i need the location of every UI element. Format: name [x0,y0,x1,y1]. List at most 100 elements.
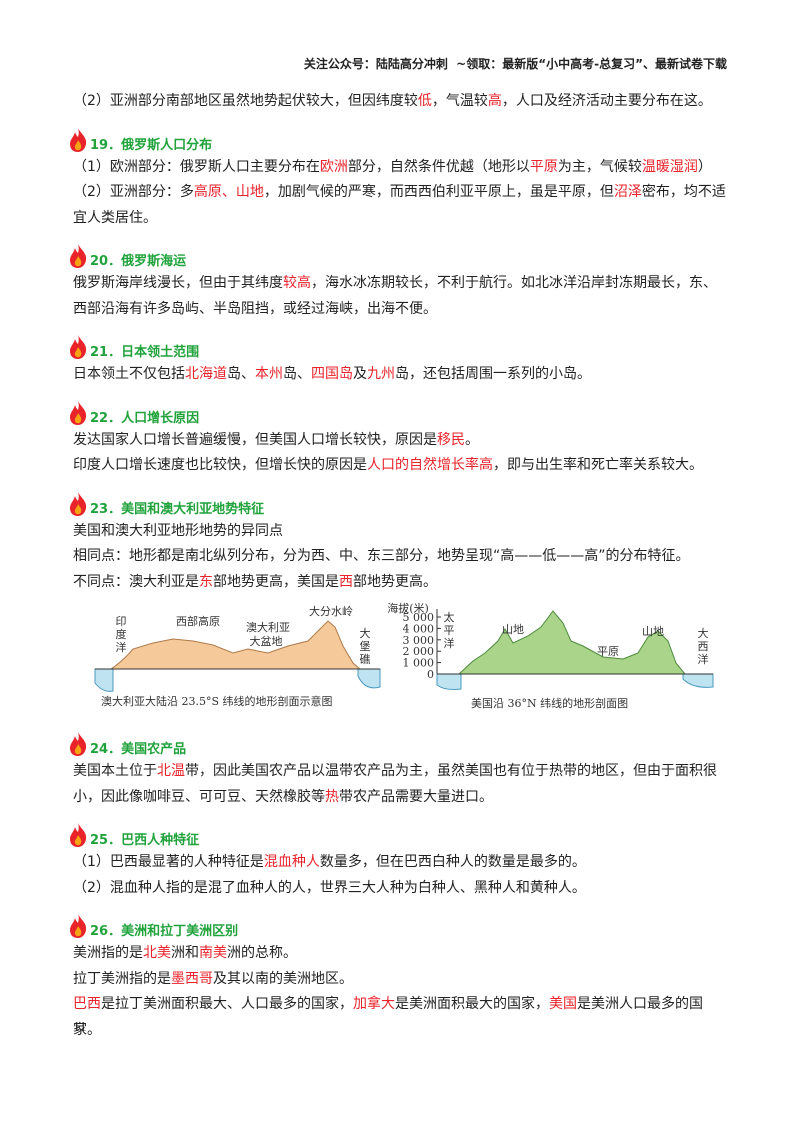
flame-icon [70,335,87,359]
text-run: 人口的自然增长率高 [367,457,493,473]
text-run: 北美 [143,945,171,961]
text-run: 及 [353,366,367,382]
axis-label: 海拔(米) [387,601,429,615]
tick-label: 0 [427,668,434,681]
text-run: 北海道 [185,366,227,382]
text-run: 日本领土不仅包括 [73,366,185,382]
text-run: 岛，还包括周围一系列的小岛。 [395,366,591,382]
flame-icon [70,244,87,268]
text-run: 发达国家人口增长普遍缓慢，但美国人口增长较快，原因是 [73,431,437,448]
tick-label: 2 000 [403,645,435,658]
figure-label: 大盆地 [250,634,283,648]
figure-caption: 美国沿 36°N 纬线的地形剖面图 [471,696,628,710]
flame-icon [70,823,87,847]
flame-icon [70,491,87,516]
text-run: ，加剧气候的严寒，而西西伯利亚平原上，虽是平原，但 [263,184,614,200]
text-run: 热 [325,788,339,805]
text-run: ） [697,158,712,175]
text-run: （2）混血种人指的是混了血种人的人，世界三大人种为白种人、黑种人和黄种人。 [73,879,586,896]
text-run: 北温 [157,763,185,779]
text-run: （2）亚洲部分南部地区虽然地势起伏较大，但因纬度较 [73,93,418,109]
text-run: 密布，均不适宜人类居住。 [73,184,726,226]
figure-label: 平原 [597,645,619,658]
text-run: ，海水冰冻期较长，不利于航行。如北冰洋沿岸封冻期最长，东、西部沿海有许多岛屿、半… [73,275,717,317]
paragraph: 拉丁美洲指的是墨西哥及其以南的美洲地区。 [73,967,729,993]
text-run: 混血种人 [263,854,320,870]
text-run: 沼泽 [613,184,642,200]
content: （2）亚洲部分南部地区虽然地势起伏较大，但因纬度较低，气温较高，人口及经济活动主… [70,89,729,1043]
text-run: 美国和澳大利亚地形地势的异同点 [73,522,283,539]
figure-label: 大西洋 [698,626,709,666]
text-run: 较高 [283,275,311,291]
section-heading: 26．美洲和拉丁美洲区别 [67,911,729,939]
text-run: 及其以南的美洲地区。 [213,970,353,987]
text-run: 部分，自然条件优越（地形以 [347,158,530,175]
text-run: 墨西哥 [171,970,213,987]
text-run: 巴西 [73,996,101,1012]
paragraph: 不同点：澳大利亚是东部地势更高，美国是西部地势更高。 [73,570,729,596]
text-run: ，气温较 [431,93,488,109]
text-run: 四国岛 [311,366,353,382]
text-run: 相同点：地形都是南北纵列分布，分为西、中、东三部分，地势呈现“高——低——高”的… [73,548,690,564]
text-run: 美国 [549,996,577,1012]
figure-label: 西部高原 [176,614,220,628]
text-run: 高原、山地 [193,184,264,200]
figure-caption: 澳大利亚大陆沿 23.5°S 纬线的地形剖面示意图 [101,694,333,708]
tick-label: 4 000 [403,622,435,635]
paragraph: （1）巴西最显著的人种特征是混血种人数量多，但在巴西白种人的数量是最多的。 [73,850,729,876]
paragraph: 发达国家人口增长普遍缓慢，但美国人口增长较快，原因是移民。 [73,428,729,454]
text-run: 九州 [367,366,395,382]
text-run: 拉丁美洲指的是 [73,970,171,987]
section-heading: 25．巴西人种特征 [67,820,729,848]
text-run: 为主，气候较 [557,158,642,175]
flame-icon [70,732,87,756]
figure-label: 澳大利亚 [246,620,290,634]
text-run: 平原 [529,158,558,175]
text-run: 数量多，但在巴西白种人的数量是最多的。 [319,854,586,870]
text-run: 温暖湿润 [641,158,698,175]
figure-label: 大分水岭 [309,604,353,618]
paragraph: （2）亚洲部分：多高原、山地，加剧气候的严寒，而西西伯利亚平原上，虽是平原，但沼… [73,180,729,231]
text-run: 南美 [199,945,227,961]
text-run: 带，因此美国农产品以温带农产品为主，虽然美国也有位于热带的地区，但由于面积很小，… [73,763,717,805]
text-run: 是拉丁美洲面积最大、人口最多的国家， [101,996,353,1012]
flame-icon [70,400,87,425]
text-run: 洲的总称。 [227,945,297,961]
text-run: 欧洲 [319,158,348,175]
tick-label: 3 000 [403,634,435,647]
text-run: 本州 [255,366,283,382]
paragraph: 美国本土位于北温带，因此美国农产品以温带农产品为主，虽然美国也有位于热带的地区，… [73,759,729,810]
text-run: 是美洲面积最大的国家， [395,996,549,1012]
text-run: 洲和 [171,945,199,961]
text-run: （1）欧洲部分：俄罗斯人口主要分布在 [73,158,320,175]
text-run: 西 [339,573,353,590]
header: 关注公众号：陆陆高分冲刺 ~领取：最新版“小中高考-总复习”、最新试卷下载 [303,57,727,71]
text-run: 美国本土位于 [73,763,157,779]
text-run: ，即与出生率和死亡率关系较大。 [493,457,703,473]
text-run: 移民 [437,431,465,448]
text-run: （2）亚洲部分：多 [73,184,194,200]
figure-label: 山地 [502,623,524,636]
text-run: 岛、 [227,366,255,382]
text-run: 部地势更高。 [353,573,437,590]
figure-label: 大堡礁 [360,626,371,666]
paragraph: 俄罗斯海岸线漫长，但由于其纬度较高，海水冰冻期较长，不利于航行。如北冰洋沿岸封冻… [73,271,729,322]
text-run: 26．美洲和拉丁美洲区别 [90,924,239,939]
text-run: 20．俄罗斯海运 [90,254,187,269]
section-heading: 21．日本领土范围 [67,332,729,360]
text-run: （1）巴西最显著的人种特征是 [73,854,264,870]
text-run: 。 [465,431,479,448]
paragraph: 日本领土不仅包括北海道岛、本州岛、四国岛及九州岛，还包括周围一系列的小岛。 [73,362,729,388]
text-run: 19．俄罗斯人口分布 [90,137,213,153]
text-run: 高 [487,93,502,109]
tick-label: 5 000 [403,611,435,624]
text-run: 部地势更高，美国是 [213,573,339,590]
paragraph: （2）混血种人指的是混了血种人的人，世界三大人种为白种人、黑种人和黄种人。 [73,876,729,902]
paragraph: 巴西是拉丁美洲面积最大、人口最多的国家，加拿大是美洲面积最大的国家，美国是美洲人… [73,992,729,1043]
text-run: 22．人口增长原因 [90,410,200,426]
text-run: 低 [417,93,432,109]
text-run: 24．美国农产品 [90,742,187,757]
section-heading: 24．美国农产品 [67,729,729,757]
flame-icon [70,914,87,938]
